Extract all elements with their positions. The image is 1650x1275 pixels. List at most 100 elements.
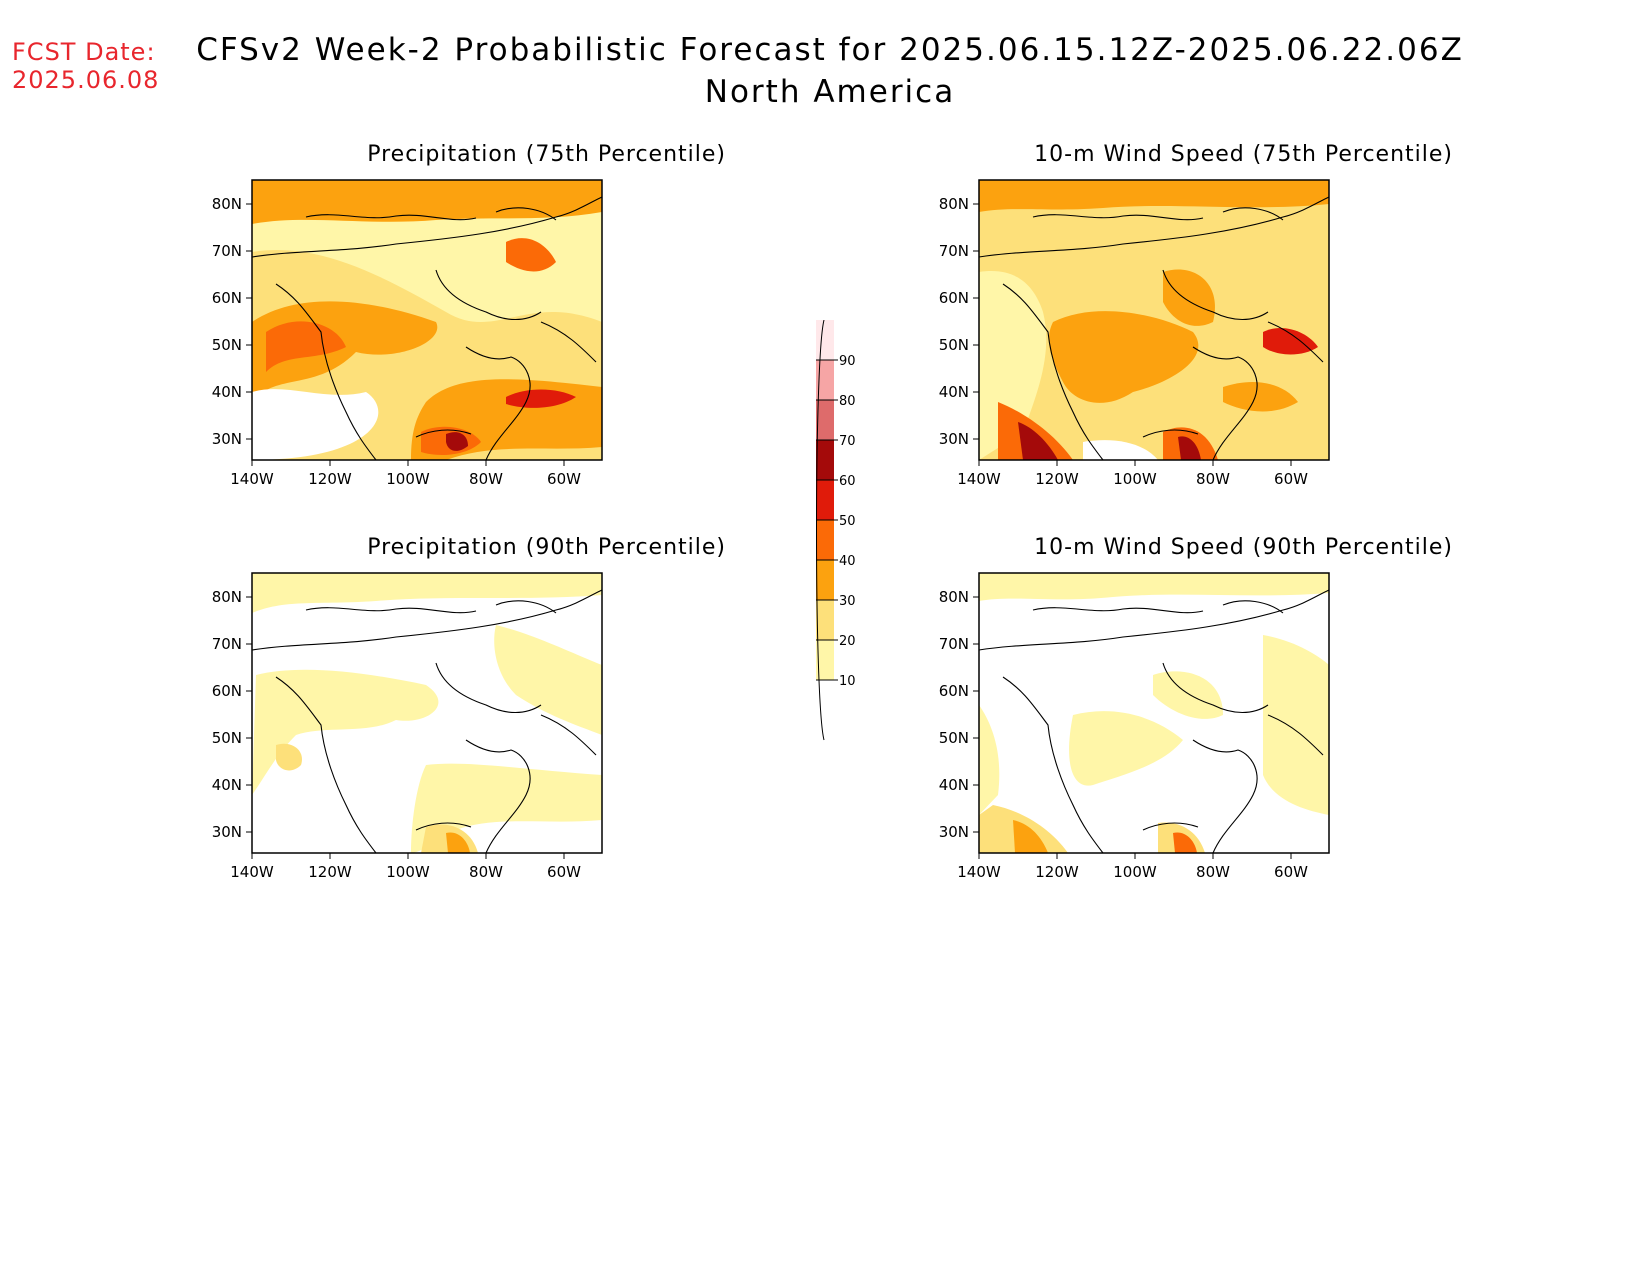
legend-swatch — [816, 360, 834, 400]
legend-swatch — [816, 440, 834, 480]
lon-tick-label: 100W — [1113, 863, 1157, 881]
lon-tick-label: 80W — [469, 863, 503, 881]
legend-outline — [816, 319, 825, 741]
probability-field — [979, 180, 1329, 460]
coastlines — [978, 589, 1330, 854]
lat-tick-label: 70N — [939, 635, 969, 653]
lat-tick-label: 60N — [212, 289, 242, 307]
map-wind-75: 140W 120W 100W 80W 60W 80N 70N 60N 50N 4… — [939, 179, 1330, 488]
probability-field — [979, 573, 1329, 853]
lat-tick-label: 80N — [939, 195, 969, 213]
lat-axis: 80N 70N 60N 50N 40N 30N — [939, 195, 979, 448]
legend-swatch — [816, 560, 834, 600]
panel-title: Precipitation (90th Percentile) — [367, 535, 726, 560]
lon-tick-label: 140W — [230, 470, 274, 488]
probability-field — [252, 573, 602, 853]
lon-tick-label: 80W — [1196, 863, 1230, 881]
lat-tick-label: 50N — [939, 336, 969, 354]
legend-swatch — [816, 320, 834, 360]
lat-tick-label: 80N — [212, 195, 242, 213]
legend-label: 30 — [839, 594, 856, 609]
map-precip-90: 140W 120W 100W 80W 60W 80N 70N 60N 50N 4… — [212, 572, 603, 881]
map-frame — [978, 572, 1330, 854]
legend-swatch — [816, 520, 834, 560]
legend-label: 80 — [839, 394, 856, 409]
lat-axis: 80N 70N 60N 50N 40N 30N — [212, 195, 252, 448]
lon-tick-label: 120W — [308, 470, 352, 488]
lat-tick-label: 50N — [212, 336, 242, 354]
legend-label: 50 — [839, 514, 856, 529]
lon-tick-label: 120W — [1035, 863, 1079, 881]
lon-axis: 140W 120W 100W 80W 60W — [957, 853, 1308, 881]
lat-tick-label: 60N — [939, 682, 969, 700]
lat-axis: 80N 70N 60N 50N 40N 30N — [212, 588, 252, 841]
map-precip-75: 140W 120W 100W 80W 60W 80N 70N 60N 50N 4… — [212, 179, 603, 488]
lon-axis: 140W 120W 100W 80W 60W — [957, 460, 1308, 488]
lon-axis: 140W 120W 100W 80W 60W — [230, 460, 581, 488]
lat-tick-label: 40N — [939, 383, 969, 401]
fcst-date-value: 2025.06.08 — [12, 66, 160, 94]
legend-label: 90 — [839, 354, 856, 369]
lat-tick-label: 30N — [212, 430, 242, 448]
lat-tick-label: 60N — [939, 289, 969, 307]
lon-tick-label: 80W — [1196, 470, 1230, 488]
panel-title: Precipitation (75th Percentile) — [367, 142, 726, 167]
legend-swatch — [816, 400, 834, 440]
panel-precip-75: Precipitation (75th Percentile) — [196, 142, 756, 522]
lat-tick-label: 30N — [939, 823, 969, 841]
lon-tick-label: 60W — [1274, 863, 1308, 881]
lon-tick-label: 120W — [308, 863, 352, 881]
legend-label: 40 — [839, 554, 856, 569]
legend-swatch — [816, 680, 834, 720]
lat-tick-label: 40N — [939, 776, 969, 794]
panel-precip-90: Precipitation (90th Percentile) — [196, 535, 756, 915]
probability-field — [252, 180, 602, 460]
lon-tick-label: 120W — [1035, 470, 1079, 488]
lat-tick-label: 50N — [212, 729, 242, 747]
map-frame — [251, 179, 603, 461]
legend-swatch — [816, 480, 834, 520]
panel-wind-75: 10-m Wind Speed (75th Percentile) — [923, 142, 1483, 522]
lat-tick-label: 30N — [212, 823, 242, 841]
lat-tick-label: 50N — [939, 729, 969, 747]
legend-label: 60 — [839, 474, 856, 489]
lat-tick-label: 30N — [939, 430, 969, 448]
coastlines — [978, 196, 1330, 461]
legend-label: 70 — [839, 434, 856, 449]
lat-axis: 80N 70N 60N 50N 40N 30N — [939, 588, 979, 841]
lat-tick-label: 70N — [212, 635, 242, 653]
lat-tick-label: 40N — [212, 383, 242, 401]
lon-tick-label: 100W — [386, 470, 430, 488]
lat-tick-label: 70N — [212, 242, 242, 260]
lon-tick-label: 100W — [386, 863, 430, 881]
lat-tick-label: 70N — [939, 242, 969, 260]
coastlines — [251, 196, 603, 461]
coastlines — [251, 589, 603, 854]
lon-tick-label: 140W — [957, 863, 1001, 881]
panel-title: 10-m Wind Speed (90th Percentile) — [1034, 535, 1453, 560]
lon-tick-label: 60W — [547, 470, 581, 488]
lon-tick-label: 100W — [1113, 470, 1157, 488]
legend-swatch — [816, 600, 834, 640]
lon-axis: 140W 120W 100W 80W 60W — [230, 853, 581, 881]
page-subtitle: North America — [704, 74, 956, 110]
map-wind-90: 140W 120W 100W 80W 60W 80N 70N 60N 50N 4… — [939, 572, 1330, 881]
panel-title: 10-m Wind Speed (75th Percentile) — [1034, 142, 1453, 167]
lon-tick-label: 140W — [230, 863, 274, 881]
lat-tick-label: 60N — [212, 682, 242, 700]
lon-tick-label: 140W — [957, 470, 1001, 488]
legend-bar: 10 20 30 40 50 60 70 80 90 — [816, 319, 856, 741]
legend-label: 20 — [839, 634, 856, 649]
legend-swatch — [816, 640, 834, 680]
lon-tick-label: 80W — [469, 470, 503, 488]
map-frame — [251, 572, 603, 854]
fcst-date-label: FCST Date: — [12, 38, 156, 66]
lat-tick-label: 40N — [212, 776, 242, 794]
color-legend: 10 20 30 40 50 60 70 80 90 — [800, 319, 860, 754]
lat-tick-label: 80N — [212, 588, 242, 606]
lon-tick-label: 60W — [547, 863, 581, 881]
map-frame — [978, 179, 1330, 461]
lon-tick-label: 60W — [1274, 470, 1308, 488]
legend-label: 10 — [839, 674, 856, 689]
lat-tick-label: 80N — [939, 588, 969, 606]
